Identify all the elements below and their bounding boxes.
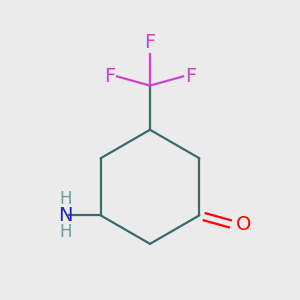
Text: N: N — [58, 206, 73, 225]
Text: O: O — [236, 215, 251, 234]
Text: F: F — [104, 67, 115, 86]
Text: F: F — [185, 67, 196, 86]
Text: H: H — [59, 223, 72, 241]
Text: H: H — [59, 190, 72, 208]
Text: F: F — [144, 34, 156, 52]
